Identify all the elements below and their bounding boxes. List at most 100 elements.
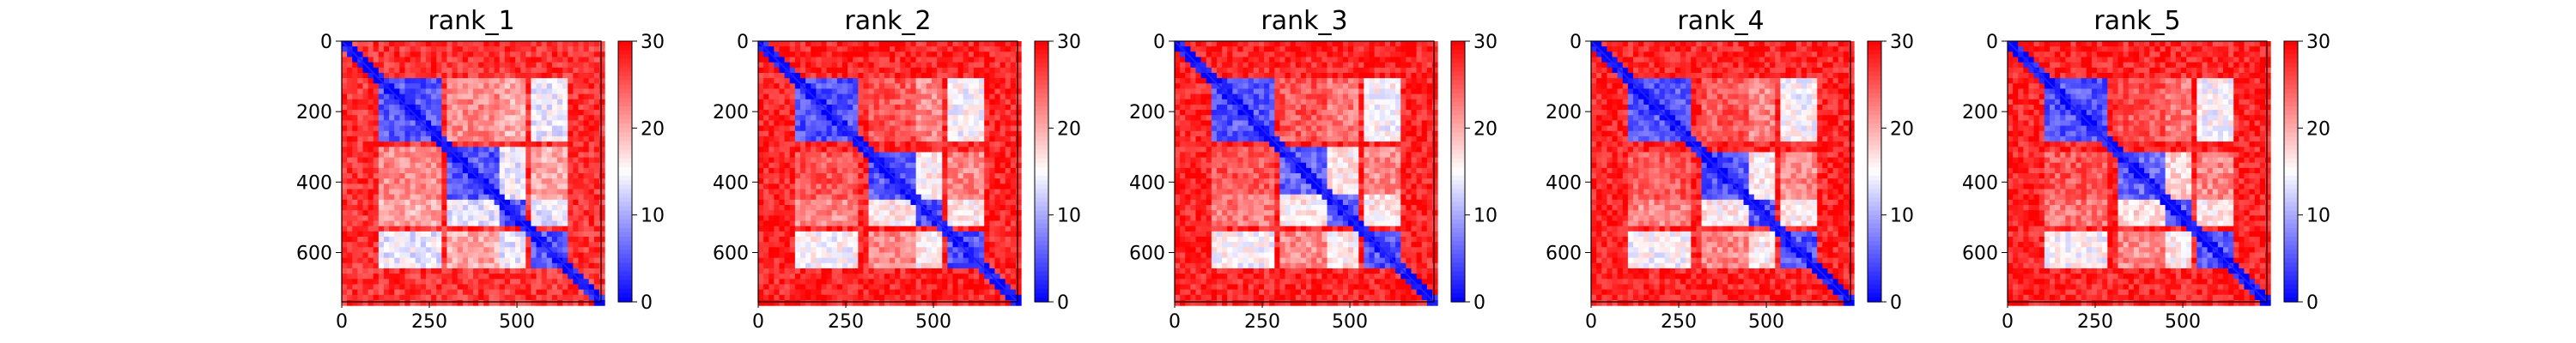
heatmap-cell xyxy=(952,57,959,63)
heatmap-cell xyxy=(900,115,906,122)
heatmap-cell xyxy=(447,157,453,164)
heatmap-cell xyxy=(526,167,532,174)
heatmap-cell xyxy=(942,279,948,286)
heatmap-cell xyxy=(937,110,943,116)
heatmap-cell xyxy=(895,141,901,147)
heatmap-cell xyxy=(858,173,865,179)
heatmap-cell xyxy=(821,194,828,201)
heatmap-cell xyxy=(821,135,828,142)
heatmap-cell xyxy=(784,247,791,254)
heatmap-cell xyxy=(394,88,400,95)
heatmap-cell xyxy=(763,220,769,227)
heatmap-cell xyxy=(841,237,848,243)
heatmap-cell xyxy=(905,178,912,184)
heatmap-cell xyxy=(841,242,848,248)
heatmap-cell xyxy=(452,199,459,206)
y-tick-label: 400 xyxy=(296,172,332,194)
colorbar-segment xyxy=(618,149,632,155)
heatmap-cell xyxy=(588,299,595,306)
heatmap-cell xyxy=(910,289,917,296)
heatmap-cell xyxy=(551,157,558,164)
heatmap-cell xyxy=(362,237,369,243)
heatmap-cell xyxy=(999,199,1006,206)
heatmap-cell xyxy=(984,210,990,216)
heatmap-cell xyxy=(989,62,996,69)
heatmap-cell xyxy=(593,173,600,179)
heatmap-cell xyxy=(452,157,459,164)
heatmap-cell xyxy=(811,125,817,132)
heatmap-cell xyxy=(952,173,959,179)
heatmap-cell xyxy=(794,210,801,216)
heatmap-cell xyxy=(489,110,495,116)
x-tick-label: 0 xyxy=(336,311,348,333)
heatmap-cell xyxy=(968,78,975,84)
heatmap-cell xyxy=(520,93,526,100)
heatmap-cell xyxy=(863,157,870,164)
heatmap-cell xyxy=(410,78,416,84)
heatmap-cell xyxy=(447,205,453,211)
heatmap-cell xyxy=(368,130,374,137)
heatmap-cell xyxy=(362,162,369,169)
heatmap-cell xyxy=(404,135,411,142)
heatmap-cell xyxy=(352,252,358,259)
heatmap-cell xyxy=(942,157,948,164)
heatmap-cell xyxy=(836,199,843,206)
heatmap-cell xyxy=(805,199,811,206)
heatmap-cell xyxy=(890,252,896,259)
heatmap-cell xyxy=(457,199,464,206)
heatmap-cell xyxy=(394,41,400,47)
heatmap-cell xyxy=(799,41,806,47)
heatmap-cell xyxy=(895,226,901,232)
heatmap-cell xyxy=(573,41,580,47)
heatmap-cell xyxy=(526,268,532,274)
heatmap-cell xyxy=(578,184,585,190)
heatmap-cell xyxy=(984,189,990,196)
heatmap-cell xyxy=(467,215,474,222)
heatmap-cell xyxy=(431,199,437,206)
heatmap-cell xyxy=(890,93,896,100)
heatmap-cell xyxy=(963,210,969,216)
heatmap-cell xyxy=(895,220,901,227)
heatmap-cell xyxy=(478,57,484,63)
heatmap-cell xyxy=(598,46,605,52)
heatmap-cell xyxy=(858,279,865,286)
heatmap-cell xyxy=(531,83,538,90)
heatmap-cell xyxy=(789,152,796,159)
heatmap-cell xyxy=(573,130,580,137)
heatmap-cell xyxy=(520,83,526,90)
heatmap-cell xyxy=(494,274,501,280)
heatmap-cell xyxy=(399,157,406,164)
heatmap-cell xyxy=(520,294,526,301)
heatmap-cell xyxy=(531,41,538,47)
heatmap-cell xyxy=(805,120,811,127)
heatmap-cell xyxy=(583,279,590,286)
heatmap-cell xyxy=(784,257,791,264)
heatmap-cell xyxy=(378,220,385,227)
heatmap-cell xyxy=(489,247,495,254)
heatmap-cell xyxy=(932,130,938,137)
heatmap-cell xyxy=(779,252,786,259)
heatmap-cell xyxy=(489,299,495,306)
heatmap-cell xyxy=(447,110,453,116)
heatmap-cell xyxy=(515,115,521,122)
heatmap-cell xyxy=(932,152,938,159)
heatmap-cell xyxy=(895,120,901,127)
heatmap-cell xyxy=(868,67,875,74)
heatmap-cell xyxy=(541,199,548,206)
heatmap-cell xyxy=(915,178,922,184)
heatmap-cell xyxy=(784,274,791,280)
heatmap-cell xyxy=(884,120,890,127)
heatmap-cell xyxy=(447,120,453,127)
heatmap-cell xyxy=(447,242,453,248)
heatmap-cell xyxy=(462,215,469,222)
heatmap-cell xyxy=(583,152,590,159)
heatmap-cell xyxy=(999,210,1006,216)
heatmap-cell xyxy=(811,262,817,269)
heatmap-cell xyxy=(836,110,843,116)
heatmap-cell xyxy=(425,242,432,248)
heatmap-cell xyxy=(932,220,938,227)
heatmap-cell xyxy=(578,104,585,111)
heatmap-cell xyxy=(942,110,948,116)
heatmap-cell xyxy=(362,110,369,116)
heatmap-cell xyxy=(389,215,395,222)
